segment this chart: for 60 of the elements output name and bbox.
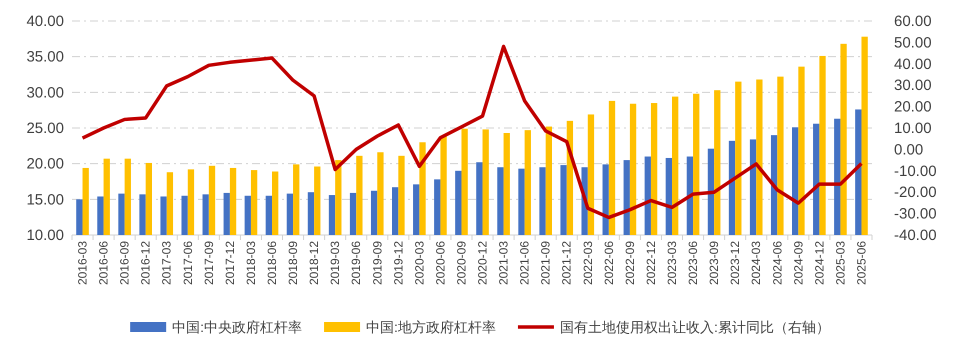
x-tick-label: 2017-06 <box>180 240 195 286</box>
y2-tick-label: 0.00 <box>894 141 924 158</box>
x-tick-label: 2020-09 <box>454 240 468 286</box>
x-tick-label: 2021-06 <box>518 240 532 286</box>
y-tick-label: 35.00 <box>26 48 64 66</box>
x-tick-label: 2024-09 <box>791 240 806 286</box>
y2-tick-label: 10.00 <box>894 120 932 137</box>
y2-tick-label: -30.00 <box>894 206 937 223</box>
y2-tick-label: 20.00 <box>894 98 932 116</box>
x-tick-label: 2024-12 <box>812 240 826 286</box>
y-tick-label: 25.00 <box>26 120 64 137</box>
x-tick-label: 2022-12 <box>644 240 658 286</box>
x-tick-label: 2020-03 <box>412 240 426 286</box>
x-tick-label: 2023-09 <box>707 240 722 286</box>
x-tick-label: 2021-12 <box>560 240 574 286</box>
x-tick-label: 2017-09 <box>202 240 216 286</box>
x-tick-label: 2016-06 <box>96 240 111 286</box>
y-tick-label: 10.00 <box>26 227 64 244</box>
legend-label: 中国:地方政府杠杆率 <box>366 319 496 335</box>
x-tick-label: 2023-06 <box>686 240 700 286</box>
x-tick-label: 2016-03 <box>76 240 90 286</box>
x-tick-label: 2018-12 <box>307 240 322 286</box>
x-tick-label: 2019-09 <box>370 240 384 286</box>
y-tick-label: 20.00 <box>26 156 64 173</box>
line-series <box>80 44 864 220</box>
x-tick-label: 2018-09 <box>286 240 300 286</box>
x-tick-label: 2021-09 <box>538 240 553 286</box>
x-tick-label: 2017-03 <box>160 240 174 286</box>
x-tick-label: 2020-12 <box>476 240 490 286</box>
x-tick-label: 2016-12 <box>138 240 153 286</box>
legend-label: 中国:中央政府杠杆率 <box>172 319 302 335</box>
x-tick-label: 2019-12 <box>391 240 406 286</box>
x-tick-label: 2017-12 <box>222 240 237 286</box>
x-tick-label: 2018-06 <box>265 240 279 286</box>
y2-tick-label: -40.00 <box>894 227 937 244</box>
x-tick-label: 2025-06 <box>854 240 868 286</box>
x-tick-label: 2019-06 <box>349 240 364 286</box>
y-tick-label: 30.00 <box>26 84 64 102</box>
y-tick-label: 40.00 <box>26 13 64 30</box>
x-tick-label: 2020-06 <box>433 240 448 286</box>
y2-tick-label: -10.00 <box>894 162 937 180</box>
y2-tick-label: 50.00 <box>894 34 932 52</box>
y2-tick-label: 30.00 <box>894 77 932 94</box>
x-tick-label: 2022-09 <box>622 240 637 286</box>
y-tick-label: 15.00 <box>26 191 64 208</box>
x-tick-label: 2025-03 <box>833 240 848 286</box>
x-tick-label: 2023-03 <box>665 240 679 286</box>
x-tick-label: 2022-03 <box>580 240 595 286</box>
x-tick-label: 2018-03 <box>244 240 258 286</box>
x-tick-label: 2024-06 <box>770 240 784 286</box>
x-tick-label: 2016-09 <box>118 240 132 286</box>
x-tick-label: 2023-12 <box>728 240 742 286</box>
x-tick-label: 2019-03 <box>328 240 342 286</box>
y2-tick-label: 40.00 <box>894 56 932 73</box>
legend-label: 国有土地使用权出让收入:累计同比（右轴） <box>560 319 830 335</box>
y2-tick-label: 60.00 <box>894 13 932 30</box>
y2-tick-label: -20.00 <box>894 184 937 202</box>
x-tick-label: 2024-03 <box>749 240 764 286</box>
x-tick-label: 2022-06 <box>602 240 616 286</box>
x-tick-label: 2021-03 <box>496 240 511 286</box>
